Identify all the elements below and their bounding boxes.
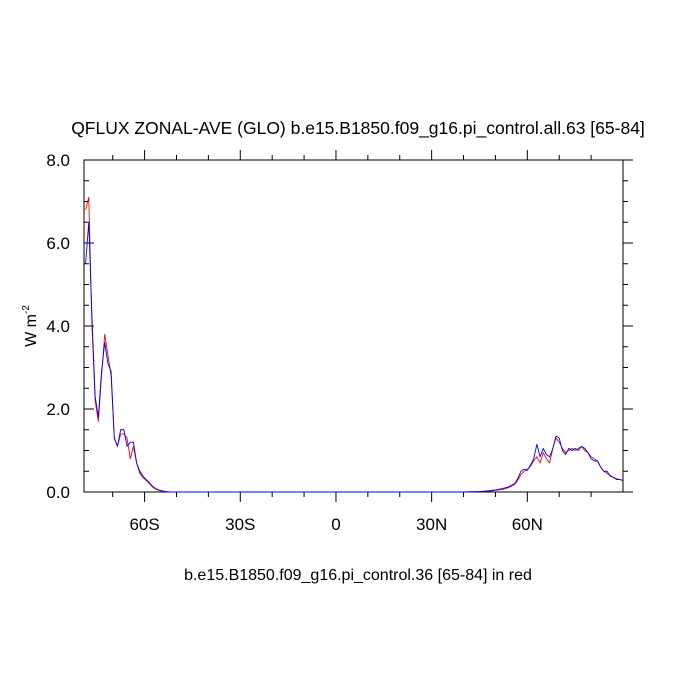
y-axis-label-exponent: -2	[21, 305, 32, 314]
series-layer	[85, 196, 624, 493]
y-tick-label: 8.0	[46, 151, 70, 170]
y-tick-label: 6.0	[46, 234, 70, 253]
x-axis-label: b.e15.B1850.f09_g16.pi_control.36 [65-84…	[184, 567, 532, 584]
major-ticks	[84, 150, 633, 502]
series-line-red	[85, 196, 624, 493]
series-line-blue	[85, 221, 624, 493]
minor-ticks	[84, 155, 628, 497]
y-tick-labels: 0.0 2.0 4.0 6.0 8.0	[46, 151, 70, 502]
plot-frame	[83, 159, 624, 493]
y-tick-label: 2.0	[46, 400, 70, 419]
x-tick-labels: 60S 30S 0 30N 60N	[129, 515, 542, 534]
x-tick-label: 30N	[416, 515, 447, 534]
plot-area	[83, 150, 633, 502]
chart-title: QFLUX ZONAL-AVE (GLO) b.e15.B1850.f09_g1…	[71, 118, 645, 139]
y-axis-label: W m-2	[21, 305, 40, 347]
y-tick-label: 0.0	[46, 483, 70, 502]
x-tick-label: 0	[331, 515, 340, 534]
y-axis-label-main: W m	[23, 314, 40, 347]
x-tick-label: 60S	[129, 515, 159, 534]
x-tick-label: 60N	[512, 515, 543, 534]
y-tick-label: 4.0	[46, 317, 70, 336]
x-tick-label: 30S	[225, 515, 255, 534]
